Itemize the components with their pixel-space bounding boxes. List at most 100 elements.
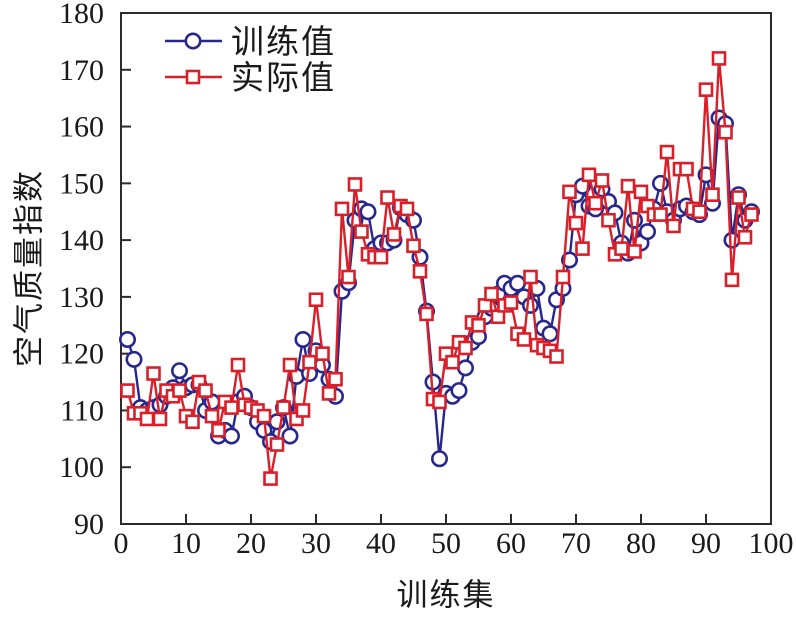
x-tick-label: 60 (496, 527, 526, 560)
y-tick-label: 150 (59, 167, 104, 200)
series-marker-1 (744, 207, 759, 222)
series-marker-1 (315, 346, 330, 361)
series-marker-1 (523, 269, 538, 285)
series-marker-1 (341, 269, 356, 285)
series-marker-1 (588, 195, 603, 211)
series-marker-1 (269, 437, 285, 452)
x-tick-label: 20 (236, 527, 266, 560)
series-marker-1 (549, 349, 564, 364)
series-marker-1 (633, 184, 649, 200)
series-marker-1 (152, 411, 168, 427)
y-tick-label: 120 (59, 338, 104, 371)
series-marker-1 (120, 383, 135, 398)
series-marker-0 (430, 450, 448, 468)
series-marker-1 (458, 340, 473, 356)
series-marker-1 (295, 403, 311, 418)
series-marker-1 (432, 394, 447, 410)
series-marker-1 (581, 167, 597, 183)
series-marker-1 (256, 408, 272, 424)
series-marker-0 (508, 274, 526, 292)
series-marker-0 (359, 203, 377, 221)
series-marker-1 (594, 173, 610, 188)
series-marker-1 (198, 383, 213, 398)
series-marker-1 (230, 357, 246, 373)
series-marker-1 (185, 414, 200, 430)
series-marker-0 (125, 350, 143, 368)
series-marker-1 (412, 264, 428, 279)
x-tick-label: 0 (114, 527, 129, 560)
series-marker-0 (456, 359, 474, 377)
series-marker-0 (281, 427, 299, 445)
series-marker-1 (321, 386, 337, 401)
series-marker-1 (380, 190, 395, 205)
series-marker-1 (224, 400, 239, 415)
series-marker-1 (139, 411, 155, 427)
x-tick-label: 70 (561, 527, 591, 560)
series-marker-1 (718, 124, 733, 140)
series-marker-0 (119, 330, 137, 348)
series-marker-1 (354, 224, 369, 239)
series-marker-1 (211, 423, 226, 438)
series-marker-1 (406, 238, 421, 254)
series-marker-1 (555, 269, 571, 285)
series-marker-1 (328, 371, 343, 387)
series-marker-1 (419, 306, 434, 322)
series-marker-1 (471, 317, 486, 333)
series-marker-1 (614, 241, 629, 256)
series-marker-0 (450, 382, 468, 400)
series-marker-1 (620, 178, 636, 194)
series-marker-1 (692, 204, 707, 220)
series-marker-0 (560, 251, 578, 269)
series-marker-1 (568, 215, 584, 231)
series-marker-1 (737, 229, 753, 245)
series-marker-1 (146, 366, 161, 381)
y-axis-title: 空气质量指数 (11, 169, 47, 367)
x-tick-label: 50 (431, 527, 461, 560)
series-marker-0 (171, 362, 189, 380)
series-marker-1 (659, 144, 675, 160)
series-marker-1 (334, 201, 350, 217)
series-marker-1 (204, 408, 220, 424)
series-marker-1 (263, 471, 278, 486)
legend-label-0: 训练值 (231, 24, 336, 61)
series-marker-0 (651, 174, 669, 192)
x-tick-label: 10 (171, 527, 201, 560)
series-marker-1 (445, 354, 460, 370)
y-tick-label: 110 (60, 394, 104, 427)
legend-marker-0 (184, 32, 202, 50)
series-marker-0 (638, 223, 656, 241)
series-marker-1 (601, 212, 616, 228)
series-marker-1 (347, 177, 363, 192)
y-tick-label: 130 (59, 281, 104, 314)
y-tick-label: 140 (59, 224, 104, 257)
series-marker-1 (302, 354, 317, 370)
series-marker-1 (627, 244, 642, 259)
series-marker-1 (399, 201, 415, 217)
y-tick-label: 160 (59, 111, 104, 144)
y-tick-label: 100 (59, 451, 104, 484)
series-marker-1 (575, 241, 590, 256)
series-marker-1 (308, 292, 324, 308)
x-tick-label: 100 (749, 527, 794, 560)
series-marker-1 (503, 295, 519, 310)
series-marker-1 (562, 184, 577, 200)
series-marker-0 (723, 231, 741, 249)
series-marker-1 (276, 400, 291, 415)
series-marker-1 (484, 286, 499, 302)
y-tick-label: 170 (59, 54, 104, 87)
x-tick-label: 30 (301, 527, 331, 560)
series-marker-1 (172, 383, 187, 398)
series-marker-0 (223, 427, 241, 445)
x-axis-title: 训练集 (396, 577, 496, 613)
series-marker-1 (705, 187, 720, 202)
y-tick-label: 90 (74, 508, 104, 541)
plot-frame (120, 12, 772, 525)
y-tick-label: 180 (59, 0, 104, 30)
series-marker-1 (724, 272, 740, 288)
series-marker-1 (679, 161, 694, 177)
x-tick-label: 80 (626, 527, 656, 560)
legend-marker-1 (185, 69, 201, 85)
